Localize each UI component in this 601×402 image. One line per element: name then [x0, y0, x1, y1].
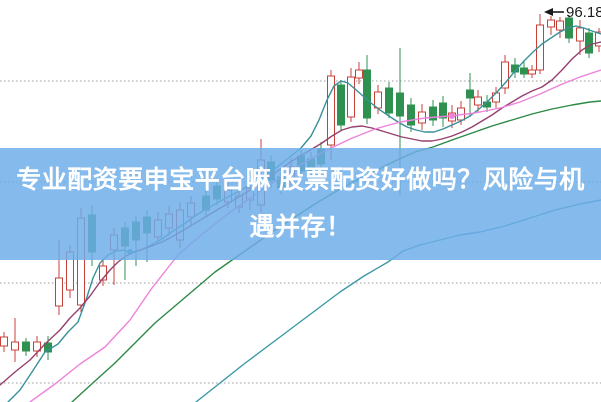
- candle-up: [547, 19, 555, 28]
- candle-up: [556, 20, 564, 31]
- candle-up: [327, 75, 335, 146]
- candle-up: [33, 341, 41, 352]
- headline-line-1: 专业配资要申宝平台嘛 股票配资好做吗？风险与机: [16, 166, 585, 194]
- candle-up: [536, 24, 544, 71]
- candle-up: [501, 61, 509, 89]
- candle-up: [595, 31, 601, 47]
- candle-down: [396, 92, 404, 117]
- candle-up: [374, 91, 382, 109]
- headline-line-2: 遇并存！: [249, 213, 352, 241]
- candle-up: [0, 336, 8, 347]
- candle-down: [585, 32, 593, 54]
- candle-up: [55, 277, 63, 307]
- pink-dot: [449, 113, 455, 119]
- candle-down: [385, 87, 393, 114]
- price-label: 96.18: [566, 4, 601, 21]
- candle-up: [347, 76, 355, 118]
- candle-down: [439, 102, 447, 119]
- candle-down: [363, 69, 371, 119]
- candle-up: [492, 92, 500, 103]
- candle-up: [474, 96, 482, 106]
- candle-down: [466, 89, 474, 99]
- candle-down: [429, 106, 437, 121]
- candle-down: [22, 341, 30, 352]
- candle-up: [11, 341, 19, 351]
- candle-up: [99, 265, 107, 281]
- price-annotation: 96.18: [544, 4, 601, 21]
- headline-banner: 专业配资要申宝平台嘛 股票配资好做吗？风险与机 遇并存！: [0, 148, 601, 260]
- candle-up: [528, 69, 536, 75]
- left-arrow-icon: [544, 8, 564, 16]
- candle-down: [520, 67, 528, 75]
- candle-up: [576, 27, 584, 42]
- candle-up: [355, 69, 363, 79]
- candle-down: [407, 104, 415, 126]
- candle-down: [337, 84, 345, 126]
